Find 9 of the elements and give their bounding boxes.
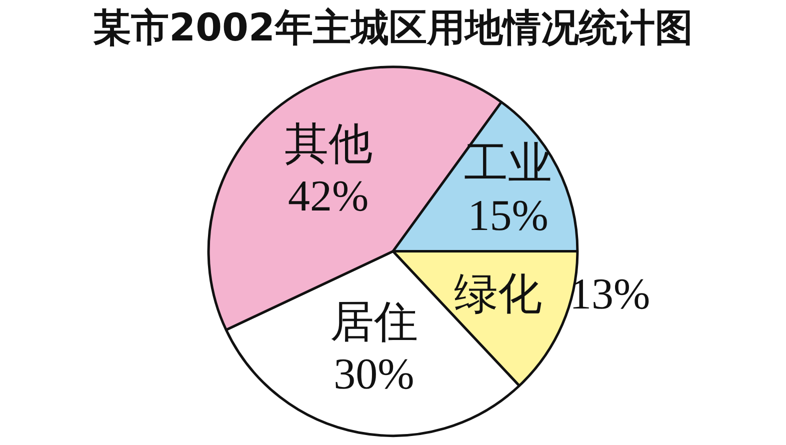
data-label: 13% xyxy=(569,269,650,318)
slice-label: 工业 xyxy=(464,139,552,188)
data-label: 30% xyxy=(334,350,414,399)
slice-label: 绿化 xyxy=(454,269,542,318)
slice-label: 居住 xyxy=(330,298,418,347)
data-label: 42% xyxy=(288,172,369,221)
chart-title: 某市2002年主城区用地情况统计图 xyxy=(93,6,693,50)
slice-label: 其他 xyxy=(284,120,372,169)
data-label: 15% xyxy=(468,191,548,240)
